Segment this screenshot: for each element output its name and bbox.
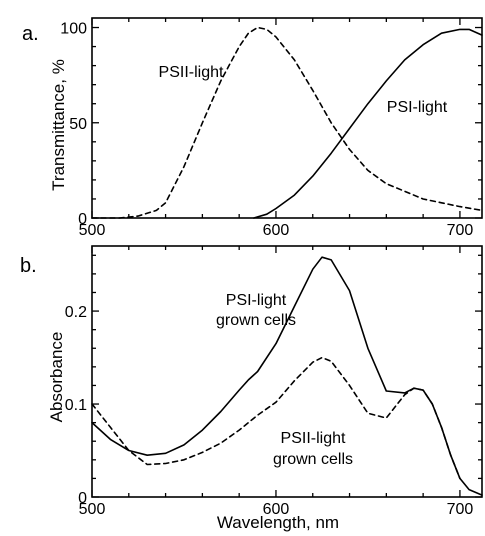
panel-a-axes: 500 600 700 0 50 100 — [60, 17, 483, 239]
panel-b-axes: 500 600 700 0 0.1 0.2 — [65, 245, 483, 518]
x-tick-label: 700 — [447, 222, 474, 239]
series-line-psi-light — [253, 28, 483, 219]
x-tick-label: 700 — [447, 501, 474, 518]
y-tick-label: 0.2 — [65, 304, 87, 321]
panel-b: b. 500 600 700 0 0.1 0.2 Absorbance Wavelengt… — [20, 245, 483, 532]
panel-b-xlabel: Wavelength, nm — [217, 513, 339, 532]
panel-a-series — [91, 26, 483, 219]
series-label-psi-grown-line2: grown cells — [216, 312, 296, 329]
series-line-psii-light — [91, 26, 483, 219]
x-tick-label: 500 — [79, 501, 106, 518]
y-tick-label: 50 — [69, 116, 87, 133]
series-label-psii-light: PSII-light — [159, 64, 224, 81]
y-tick-label: 0 — [78, 211, 87, 228]
series-label-psi-light: PSI-light — [387, 99, 448, 116]
y-tick-label: 0.1 — [65, 397, 87, 414]
panel-b-label: b. — [20, 255, 37, 277]
x-tick-label: 600 — [263, 222, 290, 239]
y-tick-label: 100 — [60, 21, 87, 38]
plot-frame — [91, 17, 483, 219]
x-tick-label: 500 — [79, 222, 106, 239]
series-label-psii-grown-line1: PSII-light — [281, 430, 346, 447]
panel-a-ylabel: Transmittance, % — [49, 59, 68, 191]
series-label-psii-grown-line2: grown cells — [273, 451, 353, 468]
series-line-psii-light-grown-cells — [91, 356, 461, 480]
plot-frame — [91, 245, 483, 498]
panel-b-ylabel: Absorbance — [47, 332, 66, 423]
panel-b-series — [91, 256, 483, 496]
y-tick-label: 0 — [78, 490, 87, 507]
panel-a-label: a. — [22, 23, 39, 45]
x-tick-label: 600 — [263, 501, 290, 518]
panel-a: a. 500 600 700 0 50 100 Transmittance, % PSII… — [22, 17, 483, 239]
series-line-psi-light-grown-cells — [91, 256, 483, 496]
series-label-psi-grown-line1: PSI-light — [226, 292, 287, 309]
